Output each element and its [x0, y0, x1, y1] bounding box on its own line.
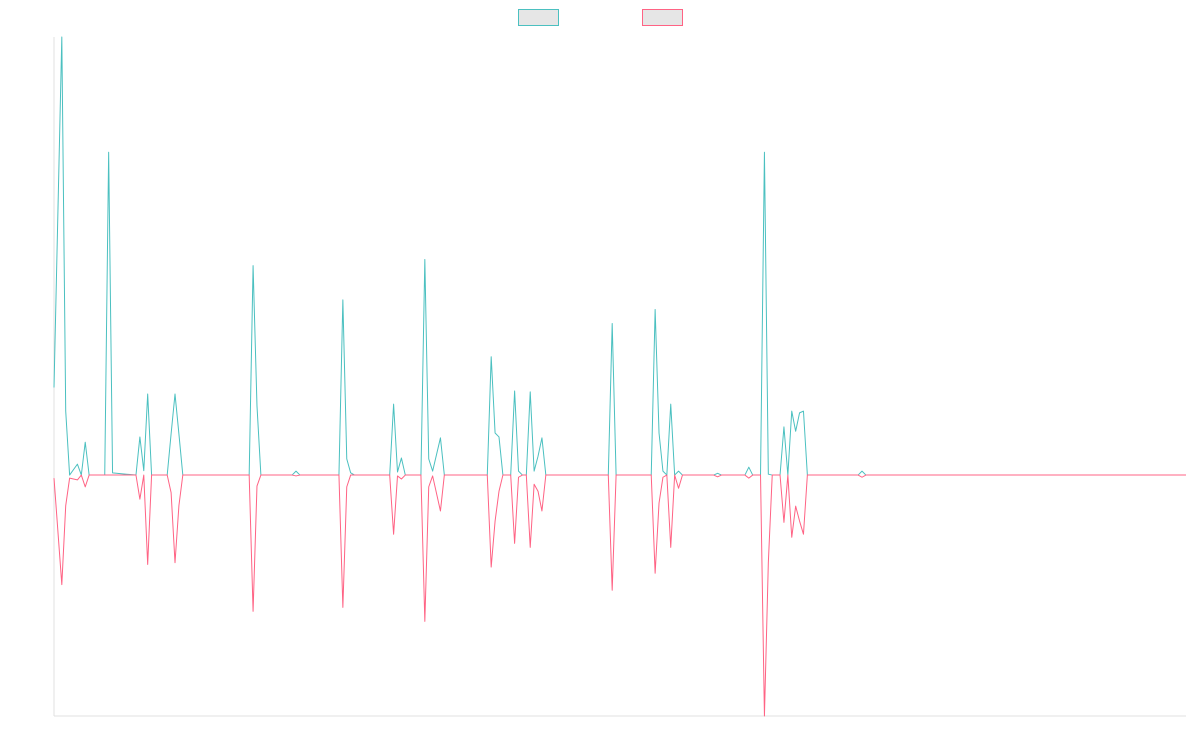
series-line — [53, 36, 1186, 476]
legend-swatch — [642, 9, 683, 26]
series-line — [53, 474, 1186, 717]
legend-swatch — [518, 9, 559, 26]
